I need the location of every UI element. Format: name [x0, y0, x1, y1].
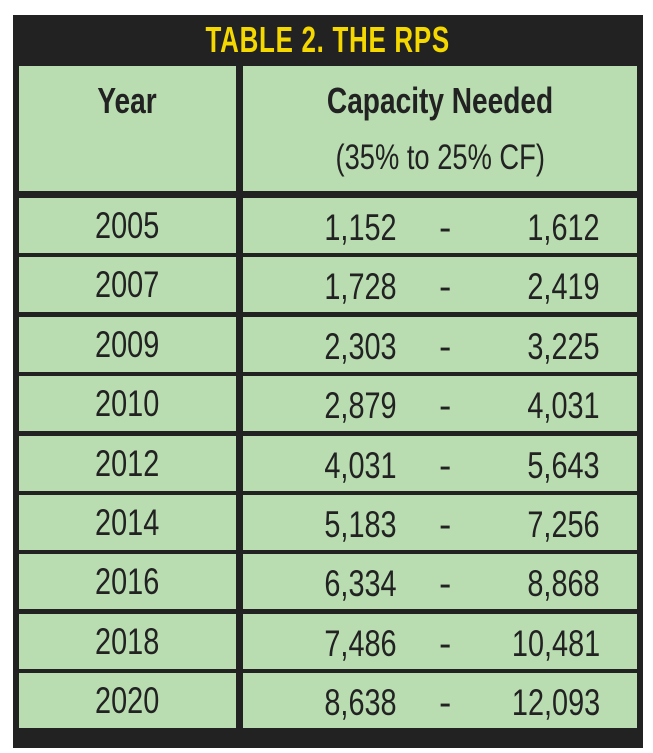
table-row-year-cell: 2018	[19, 614, 236, 669]
capacity-low: 2,879	[324, 385, 397, 426]
range-separator: -	[439, 504, 452, 545]
capacity-high: 5,643	[527, 445, 600, 486]
range-separator: -	[439, 445, 452, 486]
table-row-capacity-cell: 2,879 - 4,031	[243, 376, 637, 431]
table-row-year-cell: 2010	[19, 376, 236, 431]
year-value: 2009	[95, 323, 160, 365]
header-year-cell: Year	[19, 66, 236, 191]
capacity-high: 1,612	[527, 207, 600, 248]
table-row-capacity-cell: 4,031 - 5,643	[243, 436, 637, 491]
year-value: 2007	[95, 263, 160, 305]
capacity-high: 10,481	[511, 623, 600, 664]
header-capacity-subtitle: (35% to 25% CF)	[335, 138, 545, 177]
year-value: 2018	[95, 620, 160, 662]
year-value: 2016	[95, 560, 160, 602]
range-separator: -	[439, 207, 452, 248]
table-row-year-cell: 2012	[19, 436, 236, 491]
header-capacity-cell: Capacity Needed (35% to 25% CF)	[243, 66, 637, 191]
table-row-year-cell: 2014	[19, 495, 236, 550]
capacity-high: 3,225	[527, 326, 600, 367]
header-year: Year	[97, 80, 158, 121]
table-row-capacity-cell: 1,152 - 1,612	[243, 198, 637, 253]
range-separator: -	[439, 682, 452, 723]
capacity-high: 7,256	[527, 504, 600, 545]
capacity-low: 2,303	[324, 326, 397, 367]
range-separator: -	[439, 623, 452, 664]
table-row-year-cell: 2005	[19, 198, 236, 253]
capacity-low: 1,152	[324, 207, 397, 248]
range-separator: -	[439, 266, 452, 307]
capacity-low: 4,031	[324, 445, 397, 486]
table-row-year-cell: 2009	[19, 317, 236, 372]
capacity-high: 8,868	[527, 563, 600, 604]
year-value: 2005	[95, 204, 160, 246]
table-title-bar: TABLE 2. THE RPS	[13, 15, 643, 65]
capacity-low: 5,183	[324, 504, 397, 545]
table-row-capacity-cell: 6,334 - 8,868	[243, 554, 637, 609]
table-row-year-cell: 2016	[19, 554, 236, 609]
table-row-year-cell: 2007	[19, 257, 236, 312]
table-row-capacity-cell: 8,638 - 12,093	[243, 673, 637, 728]
capacity-low: 6,334	[324, 563, 397, 604]
range-separator: -	[439, 385, 452, 426]
table-row-capacity-cell: 7,486 - 10,481	[243, 614, 637, 669]
table-row-capacity-cell: 1,728 - 2,419	[243, 257, 637, 312]
year-value: 2012	[95, 442, 160, 484]
range-separator: -	[439, 326, 452, 367]
range-separator: -	[439, 563, 452, 604]
year-value: 2010	[95, 382, 160, 424]
capacity-low: 8,638	[324, 682, 397, 723]
capacity-high: 2,419	[527, 266, 600, 307]
rps-table: TABLE 2. THE RPS Year Capacity Needed (3…	[13, 15, 643, 748]
table-row-capacity-cell: 5,183 - 7,256	[243, 495, 637, 550]
capacity-high: 4,031	[527, 385, 600, 426]
year-value: 2014	[95, 501, 160, 543]
year-value: 2020	[95, 679, 160, 721]
capacity-low: 1,728	[324, 266, 397, 307]
header-capacity: Capacity Needed	[326, 80, 554, 121]
table-row-capacity-cell: 2,303 - 3,225	[243, 317, 637, 372]
capacity-low: 7,486	[324, 623, 397, 664]
capacity-high: 12,093	[511, 682, 600, 723]
table-row-year-cell: 2020	[19, 673, 236, 728]
table-title: TABLE 2. THE RPS	[205, 19, 451, 60]
